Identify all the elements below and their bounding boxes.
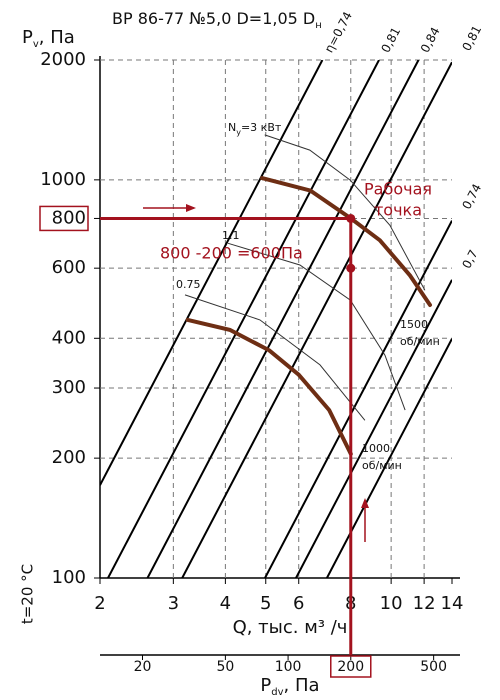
- rpm-label: 1000: [362, 442, 390, 455]
- x2-label-sub: dv: [271, 687, 283, 698]
- operating-point: [346, 213, 356, 223]
- arrow-head: [186, 204, 196, 212]
- x-tick-label: 3: [168, 593, 179, 614]
- highlight-box: [330, 655, 372, 678]
- static-point: [346, 263, 356, 273]
- x2-tick-label: 100: [275, 659, 302, 675]
- eta-line: [264, 220, 452, 578]
- x-tick-label: 5: [260, 593, 271, 614]
- y-label-rest: , Па: [39, 27, 75, 48]
- fan-curve: [185, 317, 353, 456]
- eta-label: η=0,74: [322, 9, 355, 55]
- chart-title: ВР 86-77 №5,0 D=1,05 Dн: [112, 9, 322, 31]
- eta-line: [326, 338, 452, 578]
- plot: 1002003004006008001000200023456810121420…: [39, 9, 484, 678]
- x-tick-label: 4: [220, 593, 231, 614]
- operating-point-label: Рабочая: [364, 180, 432, 199]
- x-tick-label: 12: [413, 593, 436, 614]
- y-label-main: P: [22, 27, 33, 48]
- eta-label: 0,81: [378, 25, 403, 55]
- y-label-sub: v: [33, 39, 39, 50]
- arrows: [143, 204, 369, 542]
- y-tick-label: 200: [52, 447, 86, 468]
- y-tick-label: 400: [52, 327, 86, 348]
- x2-label-main: P: [260, 675, 271, 696]
- highlight-box: [39, 205, 89, 232]
- x2-tick-label: 200: [337, 659, 364, 675]
- x2-axis-label: Pdv, Па: [260, 675, 319, 698]
- x-tick-label: 2: [94, 593, 105, 614]
- rpm-unit: об/мин: [362, 459, 402, 472]
- eta-line: [100, 60, 324, 486]
- eta-line: [146, 60, 420, 578]
- power-label: 1.1: [222, 229, 240, 242]
- y-tick-label: 1000: [40, 169, 86, 190]
- eta-line: [295, 279, 452, 578]
- y-axis-label: Pv, Па: [22, 27, 75, 50]
- fan-curve: [260, 176, 432, 307]
- arrow-head: [361, 498, 369, 508]
- power-label-rest: =3 кВт: [241, 121, 282, 134]
- power-label: Nу=3 кВт: [228, 121, 282, 137]
- eta-line: [181, 61, 452, 578]
- y-tick-label: 600: [52, 257, 86, 278]
- power-label-sub: у: [236, 128, 241, 137]
- y-tick-label: 100: [52, 567, 86, 588]
- eta-label: 0,84: [418, 25, 443, 55]
- x-tick-label: 6: [293, 593, 304, 614]
- title-sub: н: [315, 20, 322, 31]
- y-tick-label: 300: [52, 377, 86, 398]
- y-tick-label: 2000: [40, 49, 86, 70]
- rpm-label: 1500: [400, 318, 428, 331]
- pressure-note: 800 -200 =600Па: [160, 244, 303, 263]
- x-tick-label: 10: [380, 593, 403, 614]
- eta-label: 0,81: [459, 23, 484, 53]
- x2-tick-label: 500: [420, 659, 447, 675]
- rpm-unit: об/мин: [400, 335, 440, 348]
- x2-tick-label: 20: [134, 659, 152, 675]
- power-label-main: N: [228, 121, 236, 134]
- operating-point-label: точка: [374, 201, 422, 220]
- power-curve: [184, 294, 366, 421]
- temperature-note: t=20 °C: [19, 564, 37, 624]
- power-curve: [264, 134, 426, 291]
- eta-lines: [100, 60, 452, 578]
- eta-label: 0,7: [459, 247, 480, 270]
- y-tick-label: 800: [52, 207, 86, 228]
- x-tick-label: 14: [441, 593, 464, 614]
- x-axis-label: Q, тыс. м³ /ч: [233, 617, 348, 638]
- power-label: 0.75: [176, 278, 201, 291]
- x2-tick-label: 50: [216, 659, 234, 675]
- eta-label: 0,74: [459, 182, 484, 212]
- eta-line: [107, 60, 380, 578]
- title-text: ВР 86-77 №5,0 D=1,05 D: [112, 9, 315, 28]
- x2-label-rest: , Па: [284, 675, 320, 696]
